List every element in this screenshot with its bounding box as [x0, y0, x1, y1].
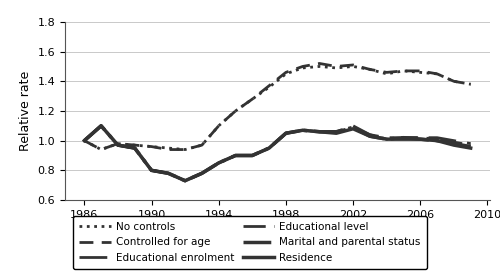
Legend: No controls, Controlled for age, Educational enrolment, Educational level, Marit: No controls, Controlled for age, Educati… [73, 216, 427, 269]
Y-axis label: Relative rate: Relative rate [19, 71, 32, 151]
X-axis label: Year: Year [264, 225, 291, 238]
